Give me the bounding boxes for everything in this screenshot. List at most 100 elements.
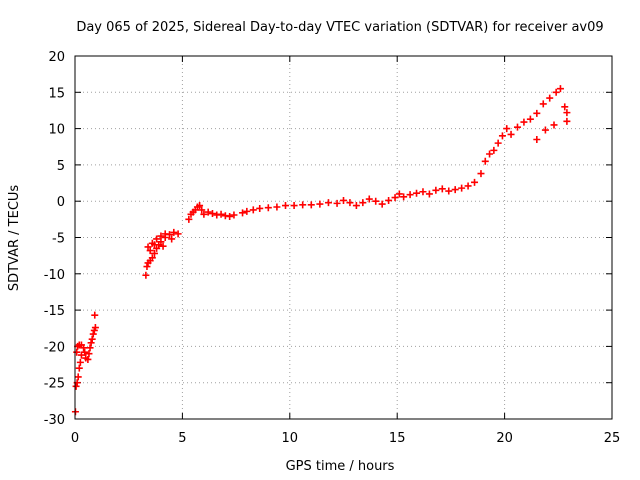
data-point <box>239 209 247 217</box>
data-point <box>157 232 165 240</box>
data-point <box>346 199 354 207</box>
data-point <box>299 201 307 209</box>
data-points <box>71 85 571 416</box>
x-tick-label: 15 <box>389 431 406 446</box>
data-point <box>282 202 290 210</box>
data-point <box>507 130 515 138</box>
data-point <box>432 186 440 194</box>
data-point <box>352 202 360 210</box>
data-point <box>91 324 99 332</box>
data-point <box>73 348 81 356</box>
data-point <box>161 230 169 238</box>
y-tick-label: 20 <box>48 50 65 65</box>
data-point <box>316 200 324 208</box>
data-point <box>333 199 341 207</box>
data-point <box>556 85 564 93</box>
data-point <box>359 199 367 207</box>
data-point <box>170 228 178 236</box>
data-point <box>520 118 528 126</box>
data-point <box>307 201 315 209</box>
data-point <box>88 335 96 343</box>
data-point <box>174 230 182 238</box>
y-tick-label: -25 <box>44 377 65 392</box>
grid-lines <box>75 56 612 419</box>
data-point <box>561 103 569 111</box>
data-point <box>391 194 399 202</box>
data-point <box>230 211 238 219</box>
y-tick-label: -5 <box>52 232 65 247</box>
data-point <box>486 150 494 158</box>
data-point <box>143 263 151 271</box>
data-point <box>494 139 502 147</box>
data-point <box>148 254 156 262</box>
data-point <box>513 123 521 131</box>
y-tick-label: 10 <box>48 123 65 138</box>
y-tick-label: -15 <box>44 304 65 319</box>
data-point <box>76 358 84 366</box>
data-point <box>372 197 380 205</box>
data-point <box>208 210 216 218</box>
plot-frame <box>74 55 613 420</box>
data-point <box>243 207 251 215</box>
data-point <box>217 210 225 218</box>
data-point <box>75 364 83 372</box>
data-point <box>451 186 459 194</box>
x-tick-label: 5 <box>178 431 186 446</box>
data-point <box>324 199 332 207</box>
data-point <box>563 117 571 125</box>
data-point <box>72 382 80 390</box>
data-point <box>533 109 541 117</box>
data-point <box>425 190 433 198</box>
data-point <box>477 170 485 178</box>
y-tick-label: 0 <box>57 195 65 210</box>
data-point <box>539 100 547 108</box>
data-point <box>89 330 97 338</box>
chart-title: Day 065 of 2025, Sidereal Day-to-day VTE… <box>76 20 603 35</box>
data-point <box>546 94 554 102</box>
data-point <box>153 235 161 243</box>
data-point <box>563 109 571 117</box>
y-tick-label: -20 <box>44 340 65 355</box>
data-point <box>256 204 264 212</box>
data-point <box>204 208 212 216</box>
data-point <box>552 88 560 96</box>
data-point <box>150 249 158 257</box>
data-point <box>395 190 403 198</box>
x-tick-label: 25 <box>604 431 621 446</box>
data-point <box>185 215 193 223</box>
data-point <box>419 188 427 196</box>
data-point <box>541 126 549 134</box>
data-point <box>81 348 89 356</box>
data-point <box>471 178 479 186</box>
x-tick-label: 10 <box>282 431 299 446</box>
data-point <box>168 235 176 243</box>
x-axis-label: GPS time / hours <box>286 459 395 474</box>
data-point <box>86 344 94 352</box>
data-point <box>400 193 408 201</box>
data-point <box>84 355 92 363</box>
x-tick-label: 20 <box>496 431 513 446</box>
data-point <box>153 244 161 252</box>
data-point <box>146 247 154 255</box>
data-point <box>226 212 234 220</box>
data-point <box>503 125 511 133</box>
data-point <box>413 189 421 197</box>
data-point <box>196 202 204 210</box>
y-tick-label: -10 <box>44 268 65 283</box>
y-tick-label: 15 <box>48 86 65 101</box>
data-point <box>150 241 158 249</box>
data-point <box>87 339 95 347</box>
data-point <box>74 373 82 381</box>
data-point <box>142 271 150 279</box>
data-point <box>200 210 208 218</box>
data-point <box>249 206 257 214</box>
x-axis-tick-labels: 0 5 10 15 20 25 <box>71 431 620 446</box>
data-point <box>340 196 347 204</box>
data-point <box>264 204 272 212</box>
data-point <box>526 115 534 123</box>
data-point <box>438 185 446 193</box>
data-point <box>406 191 414 199</box>
data-point <box>80 344 88 352</box>
data-point <box>273 203 281 211</box>
